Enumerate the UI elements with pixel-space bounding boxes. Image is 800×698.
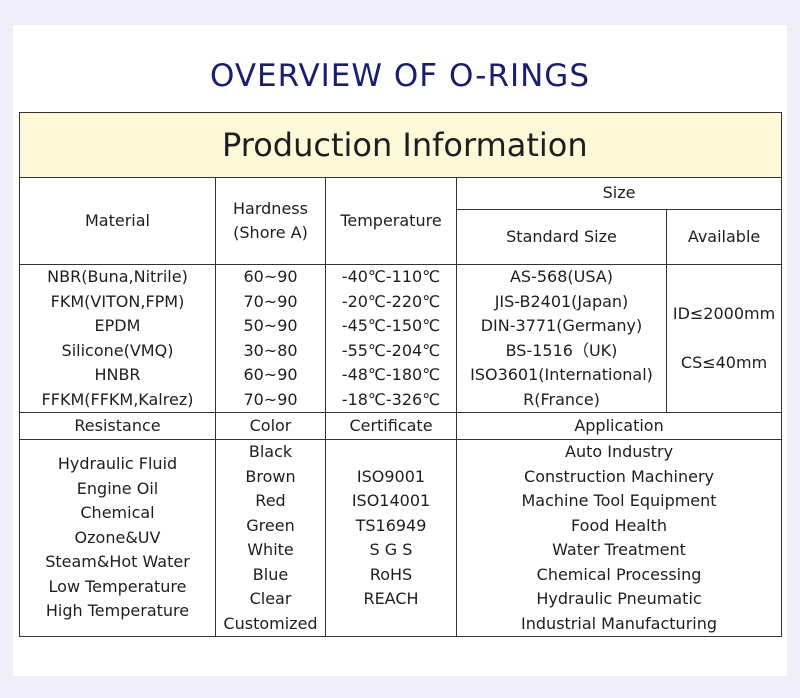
- standard-item: BS-1516（UK): [505, 340, 618, 360]
- application-item: Auto Industry: [565, 442, 674, 461]
- standard-item: DIN-3771(Germany): [480, 316, 643, 335]
- hardness-item: 50~90: [243, 316, 298, 335]
- certificate-item: ISO9001: [356, 466, 426, 486]
- temperature-item: -40℃-110℃: [341, 267, 441, 286]
- header-size: Size: [455, 177, 783, 210]
- resistance-item: Steam&Hot Water: [45, 552, 190, 572]
- material-item: Silicone(VMQ): [61, 340, 174, 360]
- banner-title: Production Information: [18, 112, 783, 178]
- standard-item: AS-568(USA): [509, 267, 613, 286]
- material-item: NBR(Buna,Nitrile): [47, 267, 188, 286]
- standard-size-list: AS-568(USA) JIS-B2401(Japan) DIN-3771(Ge…: [456, 264, 667, 413]
- header-color: Color: [215, 412, 326, 440]
- resistance-item: Ozone&UV: [74, 527, 161, 547]
- certificate-item: ISO14001: [351, 491, 431, 510]
- available-item: ID≤2000mm: [672, 304, 776, 323]
- header-hardness: Hardness (Shore A): [215, 177, 326, 265]
- standard-item: R(France): [523, 389, 600, 409]
- resistance-item: High Temperature: [45, 601, 190, 621]
- application-item: Water Treatment: [552, 540, 686, 559]
- color-item: Green: [246, 515, 295, 535]
- color-item: Clear: [249, 589, 292, 608]
- application-list: Auto Industry Construction Machinery Mac…: [455, 439, 783, 637]
- header-hardness-line2: (Shore A): [233, 223, 308, 242]
- application-item: Chemical Processing: [536, 564, 702, 584]
- material-item: EPDM: [94, 316, 141, 335]
- hardness-item: 30~80: [243, 340, 298, 360]
- application-item: Construction Machinery: [524, 466, 715, 486]
- application-item: Food Health: [571, 515, 668, 535]
- certificate-list: ISO9001 ISO14001 TS16949 S G S RoHS REAC…: [325, 439, 457, 637]
- color-item: Customized: [223, 613, 318, 633]
- hardness-list: 60~90 70~90 50~90 30~80 60~90 70~90: [215, 264, 326, 413]
- header-certificate: Certificate: [325, 412, 457, 440]
- certificate-item: S G S: [369, 540, 413, 559]
- page-title: OVERVIEW OF O-RINGS: [209, 58, 591, 94]
- standard-item: ISO3601(International): [470, 365, 653, 384]
- resistance-item: Chemical: [80, 503, 155, 523]
- application-item: Industrial Manufacturing: [521, 613, 718, 633]
- header-application: Application: [455, 412, 783, 440]
- color-item: Brown: [245, 466, 296, 486]
- color-item: White: [247, 540, 294, 559]
- material-list: NBR(Buna,Nitrile) FKM(VITON,FPM) EPDM Si…: [19, 264, 216, 413]
- standard-item: JIS-B2401(Japan): [494, 291, 629, 311]
- material-item: FFKM(FFKM,Kalrez): [41, 389, 194, 409]
- temperature-item: -55℃-204℃: [341, 340, 441, 360]
- header-resistance: Resistance: [19, 412, 216, 440]
- color-item: Blue: [252, 564, 289, 584]
- application-item: Machine Tool Equipment: [521, 491, 717, 510]
- oring-table: Production Information Material Hardness…: [18, 112, 783, 637]
- header-temperature: Temperature: [325, 177, 457, 265]
- color-item: Red: [255, 491, 286, 510]
- header-hardness-line1: Hardness: [233, 198, 308, 218]
- header-standard-size: Standard Size: [456, 209, 667, 265]
- color-list: Black Brown Red Green White Blue Clear C…: [215, 439, 326, 637]
- certificate-item: TS16949: [355, 515, 427, 535]
- temperature-item: -20℃-220℃: [341, 291, 441, 311]
- certificate-item: REACH: [363, 589, 419, 608]
- hardness-item: 60~90: [243, 365, 298, 384]
- color-item: Black: [248, 442, 293, 461]
- resistance-list: Hydraulic Fluid Engine Oil Chemical Ozon…: [19, 439, 216, 637]
- available-size-list: ID≤2000mm CS≤40mm: [665, 264, 783, 413]
- available-item: CS≤40mm: [680, 352, 768, 372]
- application-item: Hydraulic Pneumatic: [536, 589, 702, 608]
- resistance-item: Low Temperature: [48, 576, 187, 596]
- certificate-item: RoHS: [369, 564, 413, 584]
- temperature-list: -40℃-110℃ -20℃-220℃ -45℃-150℃ -55℃-204℃ …: [325, 264, 457, 413]
- resistance-item: Hydraulic Fluid: [57, 454, 178, 474]
- hardness-item: 70~90: [243, 389, 298, 409]
- temperature-item: -45℃-150℃: [341, 316, 441, 335]
- temperature-item: -18℃-326℃: [341, 389, 441, 409]
- material-item: HNBR: [94, 365, 141, 384]
- resistance-item: Engine Oil: [76, 478, 159, 498]
- header-available: Available: [665, 209, 783, 265]
- hardness-item: 60~90: [243, 267, 298, 286]
- header-material: Material: [19, 177, 216, 265]
- material-item: FKM(VITON,FPM): [50, 291, 185, 311]
- temperature-item: -48℃-180℃: [341, 365, 441, 384]
- hardness-item: 70~90: [243, 291, 298, 311]
